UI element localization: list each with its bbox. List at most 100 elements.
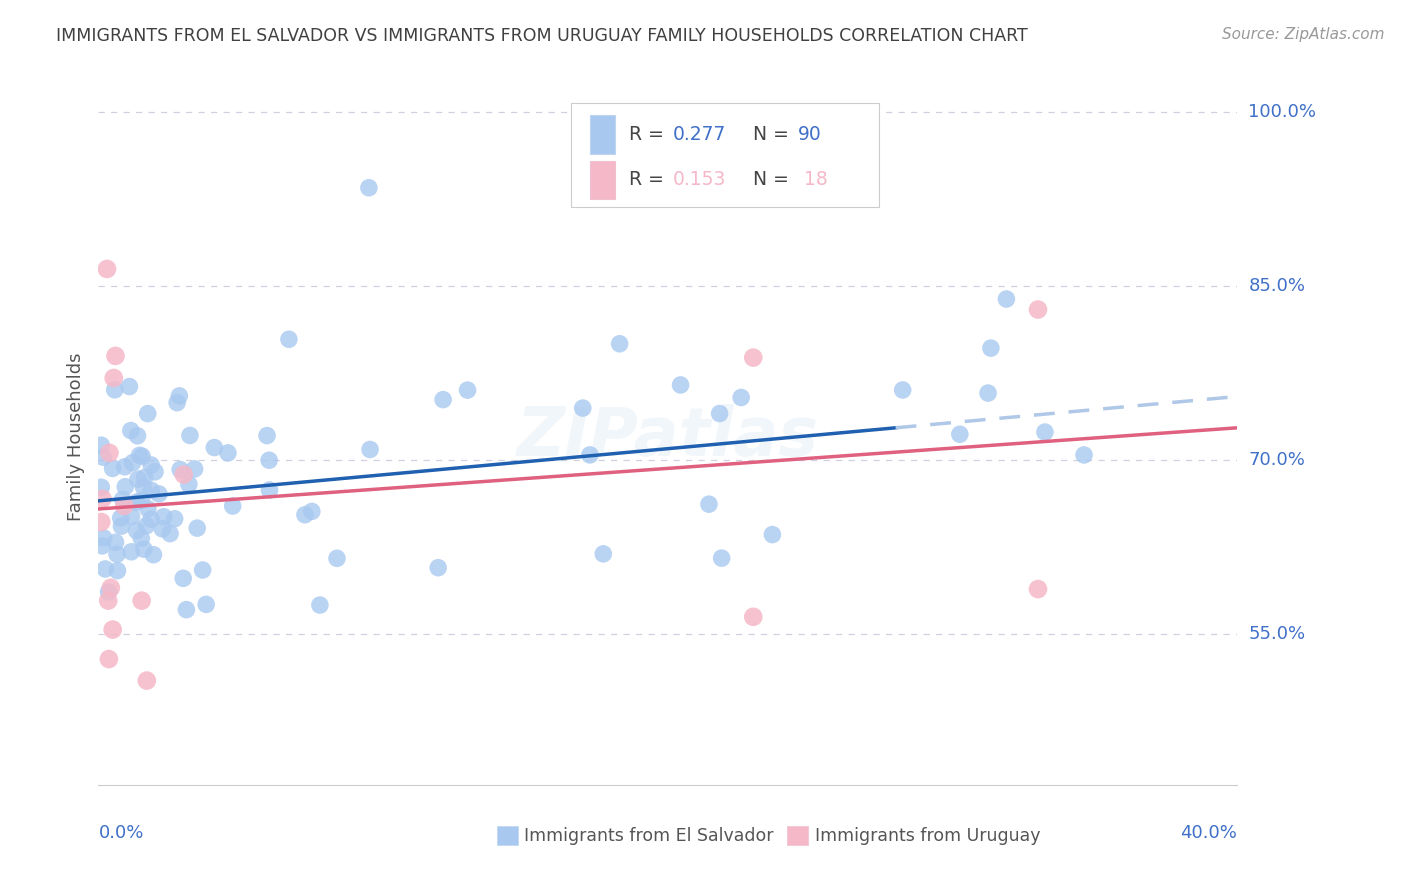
Point xyxy=(131,593,153,607)
Point xyxy=(173,467,195,482)
Point xyxy=(761,527,783,541)
Point xyxy=(572,401,595,415)
Point xyxy=(90,438,112,452)
Y-axis label: Family Households: Family Households xyxy=(66,353,84,521)
Point xyxy=(1026,302,1049,317)
Point xyxy=(97,593,120,607)
Point xyxy=(101,623,124,637)
Point xyxy=(125,524,148,538)
Point xyxy=(150,522,173,536)
Point xyxy=(202,441,225,455)
Point xyxy=(294,508,316,522)
Text: 85.0%: 85.0% xyxy=(1249,277,1305,295)
Point xyxy=(259,483,281,497)
Point xyxy=(195,598,218,612)
Point xyxy=(709,407,731,421)
Text: Source: ZipAtlas.com: Source: ZipAtlas.com xyxy=(1222,27,1385,42)
Point xyxy=(326,551,349,566)
Text: 0.153: 0.153 xyxy=(672,170,725,189)
Text: R =: R = xyxy=(628,170,671,189)
Point xyxy=(112,499,135,513)
Text: 0.277: 0.277 xyxy=(672,125,725,144)
Point xyxy=(186,521,208,535)
Point xyxy=(103,371,125,385)
Point xyxy=(114,459,136,474)
Text: IMMIGRANTS FROM EL SALVADOR VS IMMIGRANTS FROM URUGUAY FAMILY HOUSEHOLDS CORRELA: IMMIGRANTS FROM EL SALVADOR VS IMMIGRANT… xyxy=(56,27,1028,45)
Point xyxy=(129,493,152,508)
Point xyxy=(148,487,170,501)
Point xyxy=(132,542,155,557)
Point xyxy=(97,652,120,666)
Point xyxy=(91,491,114,506)
Point xyxy=(121,509,143,524)
Point xyxy=(105,547,128,561)
Point xyxy=(96,262,118,277)
Point xyxy=(141,458,163,472)
Point xyxy=(134,470,156,484)
Point xyxy=(114,480,136,494)
Point xyxy=(359,442,381,457)
Point xyxy=(142,548,165,562)
Point xyxy=(309,598,332,612)
Point xyxy=(278,332,301,346)
Point xyxy=(127,429,149,443)
Point xyxy=(710,551,733,566)
Point xyxy=(135,518,157,533)
Point xyxy=(111,492,134,507)
Point xyxy=(191,563,214,577)
Point xyxy=(301,504,323,518)
Point xyxy=(592,547,614,561)
Point xyxy=(427,560,450,574)
Point xyxy=(177,477,200,491)
Point xyxy=(104,349,127,363)
Text: 18: 18 xyxy=(797,170,827,189)
Point xyxy=(104,535,127,549)
Text: R =: R = xyxy=(628,125,671,144)
Point xyxy=(110,519,132,533)
Point xyxy=(159,526,181,541)
Point xyxy=(93,531,115,545)
Point xyxy=(136,501,159,516)
Point xyxy=(121,456,143,470)
Point xyxy=(136,407,159,421)
Point xyxy=(98,446,121,460)
Point xyxy=(101,461,124,475)
Point xyxy=(257,453,280,467)
Point xyxy=(125,495,148,509)
Bar xyxy=(591,115,616,153)
Text: 0.0%: 0.0% xyxy=(98,824,143,842)
Point xyxy=(222,499,245,513)
Point xyxy=(100,581,122,595)
FancyBboxPatch shape xyxy=(571,103,879,208)
Bar xyxy=(591,161,616,199)
Text: N =: N = xyxy=(741,125,794,144)
Point xyxy=(217,446,239,460)
Point xyxy=(120,545,142,559)
Point xyxy=(91,450,114,465)
Point xyxy=(104,383,127,397)
Point xyxy=(977,386,1000,401)
Point xyxy=(742,351,765,365)
Point xyxy=(132,480,155,494)
Point xyxy=(176,602,198,616)
Text: 90: 90 xyxy=(797,125,821,144)
Point xyxy=(152,509,174,524)
Point xyxy=(131,531,153,545)
Text: N =: N = xyxy=(741,170,794,189)
Point xyxy=(107,564,129,578)
Point xyxy=(980,341,1002,355)
Point xyxy=(949,427,972,442)
Point xyxy=(1073,448,1095,462)
Point xyxy=(669,378,692,392)
Point xyxy=(139,512,162,526)
Text: 100.0%: 100.0% xyxy=(1249,103,1316,121)
Point xyxy=(432,392,454,407)
Point xyxy=(94,562,117,576)
Point xyxy=(90,515,112,529)
Text: Immigrants from Uruguay: Immigrants from Uruguay xyxy=(814,827,1040,845)
Point xyxy=(97,585,120,599)
Point xyxy=(166,395,188,409)
Point xyxy=(183,462,205,476)
Bar xyxy=(498,826,517,846)
Point xyxy=(697,497,720,511)
